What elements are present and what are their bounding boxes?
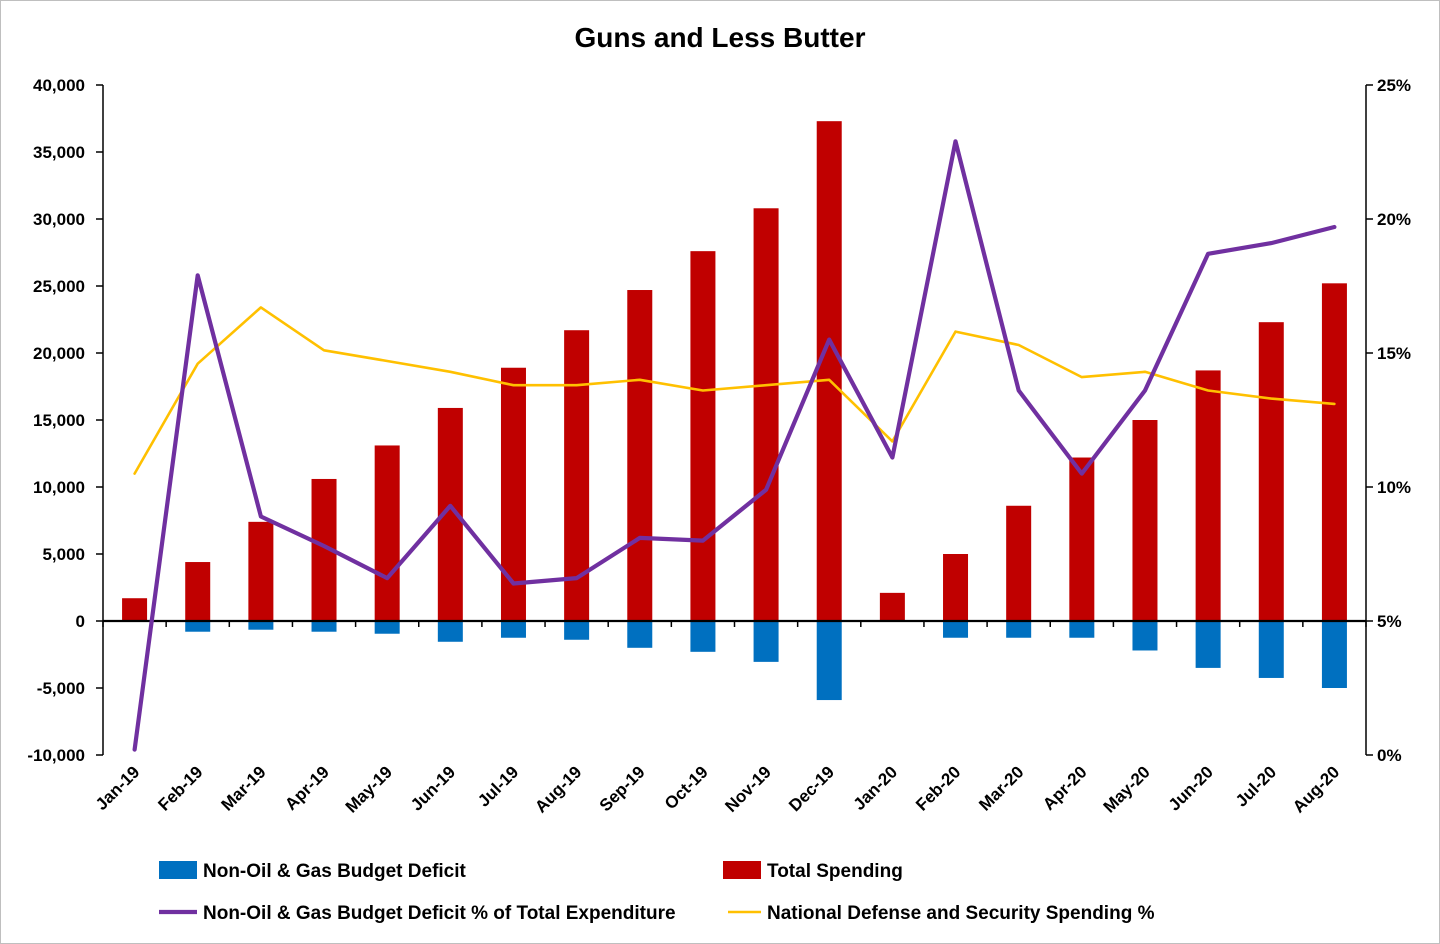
x-tick-label: Jul-20 xyxy=(1232,762,1280,810)
spending-bar-Mar-19 xyxy=(248,521,274,621)
right-tick-label: 5% xyxy=(1377,612,1402,631)
spending-bar-Jan-19 xyxy=(122,598,148,621)
left-tick-label: 10,000 xyxy=(33,478,85,497)
x-tick-label: Sep-19 xyxy=(596,762,649,815)
deficit-bar-Mar-20 xyxy=(1006,621,1032,638)
left-tick-label: 40,000 xyxy=(33,76,85,95)
deficit-bar-Nov-19 xyxy=(753,621,779,662)
deficit-bar-Jun-19 xyxy=(437,621,463,642)
line-series xyxy=(132,139,1337,752)
chart-title: Guns and Less Butter xyxy=(575,22,866,53)
x-tick-label: Mar-19 xyxy=(218,762,270,814)
deficit-pct-line xyxy=(132,139,1337,752)
x-tick-label: May-20 xyxy=(1100,762,1154,816)
x-tick-label: Oct-19 xyxy=(661,762,712,813)
x-tick-label: Aug-19 xyxy=(531,762,585,816)
spending-bar-Oct-19 xyxy=(690,251,716,621)
right-tick-label: 20% xyxy=(1377,210,1411,229)
deficit-bars xyxy=(185,621,1347,701)
legend-label-deficit-pct: Non-Oil & Gas Budget Deficit % of Total … xyxy=(203,903,676,924)
deficit-bar-Jul-20 xyxy=(1258,621,1284,678)
left-tick-label: 20,000 xyxy=(33,344,85,363)
deficit-bar-Jul-19 xyxy=(500,621,526,638)
x-tick-label: Aug-20 xyxy=(1289,762,1343,816)
spending-bar-Mar-20 xyxy=(1006,505,1032,621)
x-tick-label: Jun-19 xyxy=(407,762,459,814)
spending-bar-Jan-20 xyxy=(879,592,905,621)
x-tick-label: May-19 xyxy=(342,762,396,816)
x-tick-label: Jan-20 xyxy=(850,762,902,814)
spending-bar-Jul-19 xyxy=(500,367,526,621)
spending-bar-Apr-20 xyxy=(1069,457,1095,621)
deficit-bar-Feb-20 xyxy=(943,621,969,638)
left-tick-label: 35,000 xyxy=(33,143,85,162)
right-tick-label: 0% xyxy=(1377,746,1402,765)
x-tick-label: Dec-19 xyxy=(785,762,838,815)
deficit-bar-Sep-19 xyxy=(627,621,653,648)
right-tick-label: 15% xyxy=(1377,344,1411,363)
x-tick-label: Mar-20 xyxy=(975,762,1027,814)
spending-bar-Dec-19 xyxy=(816,121,842,622)
legend-label-deficit: Non-Oil & Gas Budget Deficit xyxy=(203,861,467,882)
x-tick-label: Jul-19 xyxy=(474,762,522,810)
deficit-bar-Feb-19 xyxy=(185,621,211,632)
deficit-bar-Mar-19 xyxy=(248,621,274,630)
deficit-bar-Aug-19 xyxy=(564,621,590,640)
x-tick-label: Jan-19 xyxy=(92,762,144,814)
spending-bar-Jul-20 xyxy=(1258,322,1284,621)
legend-swatch-deficit xyxy=(159,861,197,879)
spending-bar-Aug-20 xyxy=(1321,283,1347,621)
right-tick-label: 25% xyxy=(1377,76,1411,95)
spending-bar-May-20 xyxy=(1132,420,1158,621)
spending-bars xyxy=(122,121,1347,622)
left-tick-label: -5,000 xyxy=(37,679,85,698)
spending-bar-Feb-19 xyxy=(185,562,211,621)
spending-bar-Nov-19 xyxy=(753,208,779,621)
right-tick-label: 10% xyxy=(1377,478,1411,497)
spending-bar-Sep-19 xyxy=(627,290,653,621)
left-tick-label: 15,000 xyxy=(33,411,85,430)
left-tick-label: -10,000 xyxy=(27,746,85,765)
legend-label-spending: Total Spending xyxy=(767,861,903,882)
deficit-bar-Dec-19 xyxy=(816,621,842,701)
left-tick-label: 30,000 xyxy=(33,210,85,229)
spending-bar-May-19 xyxy=(374,445,400,621)
deficit-bar-May-20 xyxy=(1132,621,1158,651)
deficit-bar-Oct-19 xyxy=(690,621,716,652)
x-tick-label: Feb-20 xyxy=(912,762,964,814)
legend-label-defense-pct: National Defense and Security Spending % xyxy=(767,903,1155,924)
deficit-bar-Aug-20 xyxy=(1321,621,1347,688)
deficit-bar-Jun-20 xyxy=(1195,621,1221,668)
x-tick-label: Apr-20 xyxy=(1039,762,1091,814)
deficit-bar-Apr-19 xyxy=(311,621,337,632)
defense-spending-pct-line xyxy=(133,306,1336,475)
deficit-bar-Apr-20 xyxy=(1069,621,1095,638)
deficit-bar-May-19 xyxy=(374,621,400,634)
left-tick-label: 25,000 xyxy=(33,277,85,296)
x-tick-label: Feb-19 xyxy=(154,762,206,814)
x-tick-label: Apr-19 xyxy=(281,762,333,814)
left-tick-label: 5,000 xyxy=(42,545,85,564)
x-tick-label: Jun-20 xyxy=(1165,762,1217,814)
spending-bar-Feb-20 xyxy=(943,554,969,621)
spending-bar-Jun-20 xyxy=(1195,370,1221,621)
legend: Non-Oil & Gas Budget Deficit Total Spendi… xyxy=(159,861,1155,924)
legend-swatch-spending xyxy=(723,861,761,879)
left-tick-label: 0 xyxy=(76,612,85,631)
x-tick-label: Nov-19 xyxy=(721,762,775,816)
